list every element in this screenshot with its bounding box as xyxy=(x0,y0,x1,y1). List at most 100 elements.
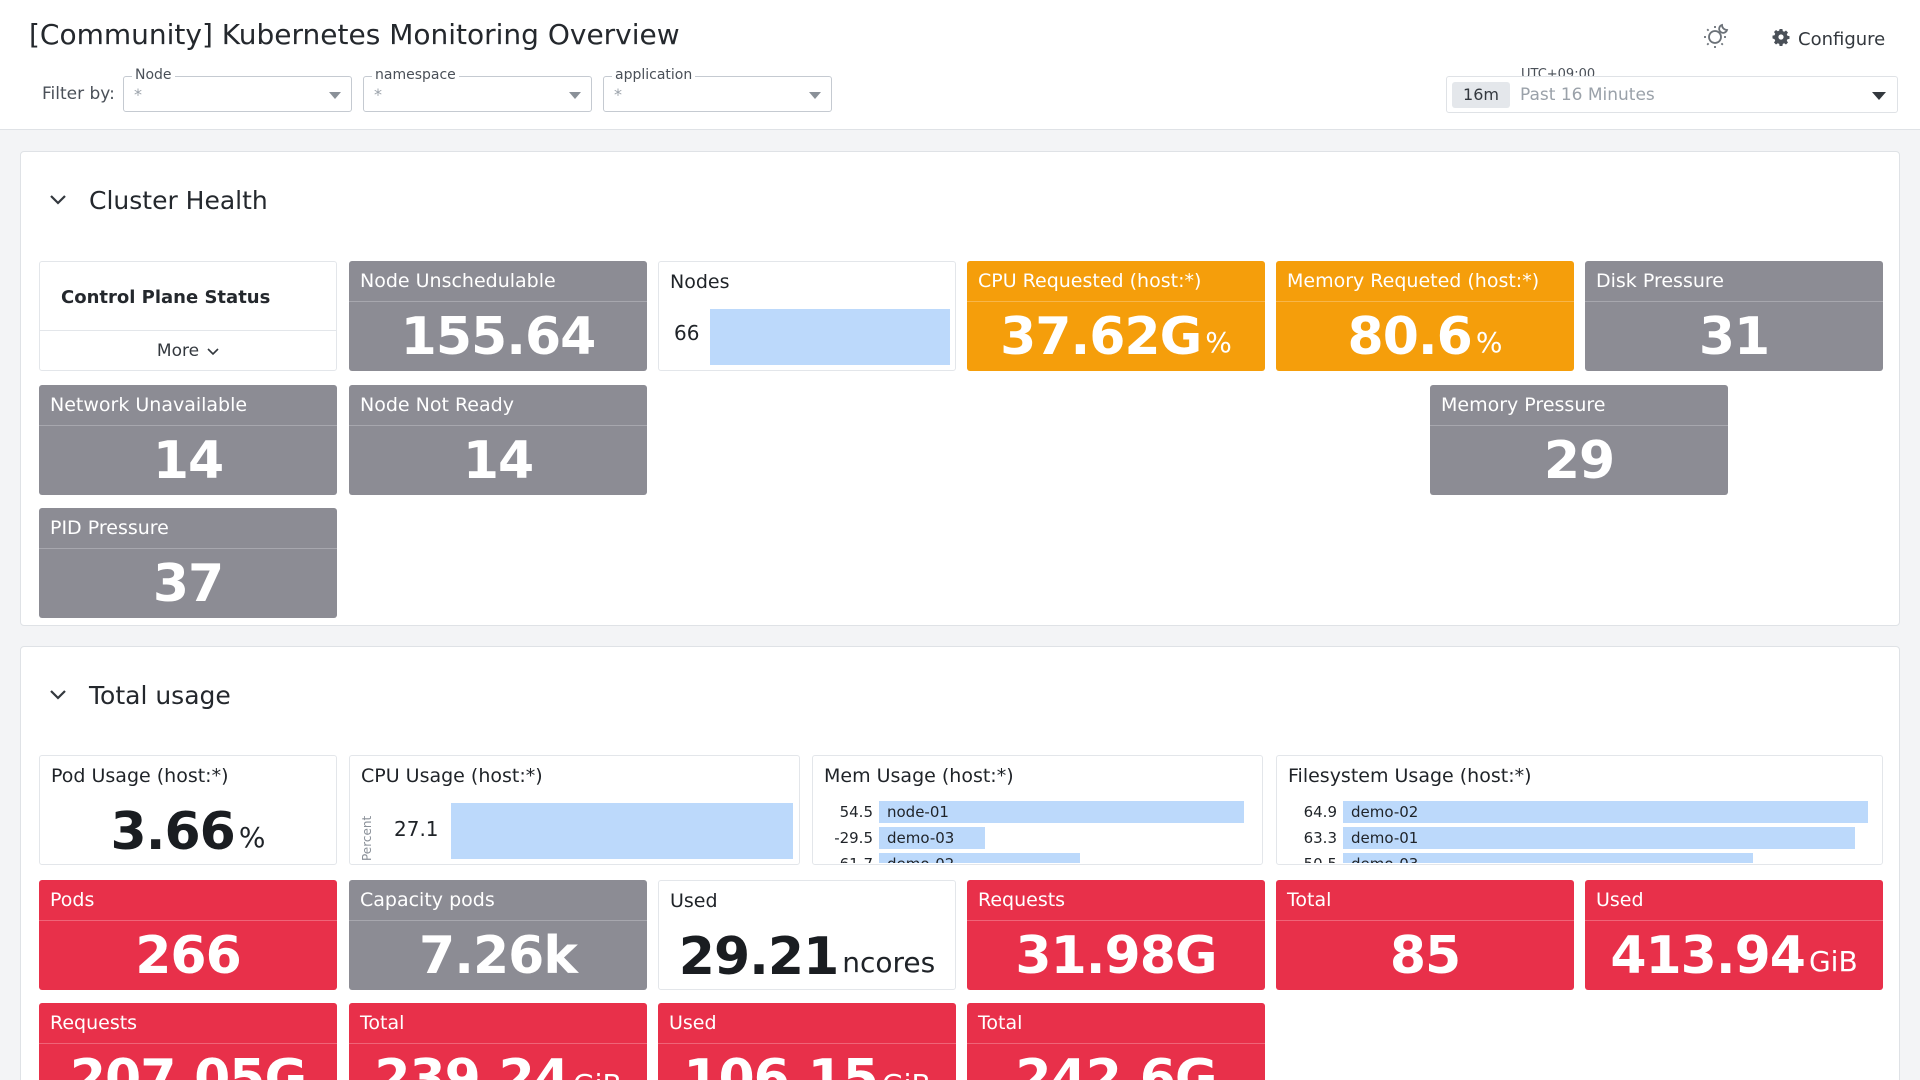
filesystem-usage-widget[interactable]: Filesystem Usage (host:*) 64.9 demo-02 6… xyxy=(1276,755,1883,865)
time-range-picker[interactable]: 16m Past 16 Minutes xyxy=(1446,76,1898,113)
widget-title: Used xyxy=(658,1003,956,1044)
time-range-label: Past 16 Minutes xyxy=(1520,85,1655,105)
widget-unit: ncores xyxy=(842,946,936,979)
nodes-bar-row: 66 xyxy=(659,303,955,370)
cpu-requests-widget[interactable]: Requests 31.98G xyxy=(967,880,1265,990)
cpu-requested-widget[interactable]: CPU Requested (host:*) 37.62G % xyxy=(967,261,1265,371)
widget-title: Memory Pressure xyxy=(1430,385,1728,426)
dashboard-header: [Community] Kubernetes Monitoring Overvi… xyxy=(0,0,1920,130)
widget-title: PID Pressure xyxy=(39,508,337,549)
widget-unit: GiB xyxy=(573,1068,622,1080)
bar-value: 27.1 xyxy=(394,817,439,841)
capacity-pods-widget[interactable]: Capacity pods 7.26k xyxy=(349,880,647,990)
list-item[interactable]: 61.7 demo-02 xyxy=(813,853,1262,863)
list-name: node-01 xyxy=(887,803,949,821)
network-unavailable-widget[interactable]: Network Unavailable 14 xyxy=(39,385,337,495)
node-filter-label: Node xyxy=(132,66,175,84)
widget-title: Disk Pressure xyxy=(1585,261,1883,302)
application-filter[interactable]: application * xyxy=(603,66,832,112)
widget-title: Nodes xyxy=(670,271,730,293)
widget-title: Pod Usage (host:*) xyxy=(51,765,229,787)
list-item[interactable]: 63.3 demo-01 xyxy=(1277,827,1882,851)
fs-used-widget[interactable]: Used 106.15 GiB xyxy=(658,1003,956,1080)
list-value: 63.3 xyxy=(1303,829,1337,847)
widget-unit: % xyxy=(1475,326,1503,359)
mem-total-widget[interactable]: Total 239.24 GiB xyxy=(349,1003,647,1080)
widget-value: 413.94 xyxy=(1610,925,1806,986)
widget-value: 239.24 xyxy=(374,1048,570,1080)
cpu-total-widget[interactable]: Total 85 xyxy=(1276,880,1574,990)
list-value: 54.5 xyxy=(839,803,873,821)
cluster-health-group: Cluster Health Control Plane Status More… xyxy=(20,151,1900,626)
list-item[interactable]: -29.5 demo-03 xyxy=(813,827,1262,851)
memory-pressure-widget[interactable]: Memory Pressure 29 xyxy=(1430,385,1728,495)
fs-total-widget[interactable]: Total 242.6G xyxy=(967,1003,1265,1080)
chevron-down-icon xyxy=(49,191,67,210)
disk-pressure-widget[interactable]: Disk Pressure 31 xyxy=(1585,261,1883,371)
list-value: 64.9 xyxy=(1303,803,1337,821)
widget-title: Node Unschedulable xyxy=(349,261,647,302)
more-button[interactable]: More xyxy=(40,330,336,370)
widget-title: Network Unavailable xyxy=(39,385,337,426)
widget-title: Total xyxy=(349,1003,647,1044)
list-item[interactable]: 64.9 demo-02 xyxy=(1277,801,1882,825)
mem-used-widget[interactable]: Used 413.94 GiB xyxy=(1585,880,1883,990)
list-bar xyxy=(879,827,985,849)
widget-value: 207.05G xyxy=(69,1048,307,1080)
mem-usage-widget[interactable]: Mem Usage (host:*) 54.5 node-01 -29.5 de… xyxy=(812,755,1263,865)
widget-value: 155.64 xyxy=(400,306,597,367)
widget-value: 14 xyxy=(462,430,534,491)
total-usage-toggle[interactable]: Total usage xyxy=(49,681,231,710)
cpu-used-widget[interactable]: Used 29.21 ncores xyxy=(658,880,956,990)
caret-down-icon xyxy=(1872,92,1886,100)
cpu-usage-widget[interactable]: CPU Usage (host:*) Percent 27.1 xyxy=(349,755,800,865)
sun-moon-icon[interactable] xyxy=(1700,20,1732,52)
filesystem-usage-toplist: 64.9 demo-02 63.3 demo-01 50.5 demo-03 xyxy=(1277,797,1882,863)
list-bar xyxy=(879,801,1244,823)
group-title: Cluster Health xyxy=(89,186,268,215)
namespace-filter-label: namespace xyxy=(372,66,459,84)
widget-title: Requests xyxy=(39,1003,337,1044)
node-not-ready-widget[interactable]: Node Not Ready 14 xyxy=(349,385,647,495)
mem-requests-widget[interactable]: Requests 207.05G xyxy=(39,1003,337,1080)
bar-value: 66 xyxy=(674,321,700,345)
widget-value: 29.21 xyxy=(678,926,839,987)
filter-by-label: Filter by: xyxy=(42,84,115,104)
widget-title: Used xyxy=(670,890,718,912)
widget-title: Mem Usage (host:*) xyxy=(824,765,1014,787)
list-item[interactable]: 50.5 demo-03 xyxy=(1277,853,1882,863)
widget-unit: GiB xyxy=(882,1068,931,1080)
namespace-filter[interactable]: namespace * xyxy=(363,66,592,112)
list-name: demo-01 xyxy=(1351,829,1419,847)
pod-usage-widget[interactable]: Pod Usage (host:*) 3.66 % xyxy=(39,755,337,865)
list-name: demo-02 xyxy=(887,855,954,863)
application-filter-value: * xyxy=(614,85,622,104)
configure-label: Configure xyxy=(1798,28,1886,50)
cluster-health-toggle[interactable]: Cluster Health xyxy=(49,186,268,215)
memory-requested-widget[interactable]: Memory Requeted (host:*) 80.6 % xyxy=(1276,261,1574,371)
pid-pressure-widget[interactable]: PID Pressure 37 xyxy=(39,508,337,618)
widget-title: Control Plane Status xyxy=(61,287,271,308)
caret-down-icon xyxy=(329,92,341,99)
widget-title: Used xyxy=(1585,880,1883,921)
pods-widget[interactable]: Pods 266 xyxy=(39,880,337,990)
nodes-widget[interactable]: Nodes 66 xyxy=(658,261,956,371)
widget-title: Memory Requeted (host:*) xyxy=(1276,261,1574,302)
list-value: 50.5 xyxy=(1291,855,1337,863)
node-filter[interactable]: Node * xyxy=(123,66,352,112)
list-name: demo-02 xyxy=(1351,803,1419,821)
list-item[interactable]: 54.5 node-01 xyxy=(813,801,1262,825)
list-bar xyxy=(1343,801,1868,823)
control-plane-status-widget: Control Plane Status More xyxy=(39,261,337,371)
widget-value: 31 xyxy=(1698,306,1770,367)
more-label: More xyxy=(156,341,200,361)
mem-usage-toplist: 54.5 node-01 -29.5 demo-03 61.7 demo-02 xyxy=(813,797,1262,863)
widget-value: 29 xyxy=(1543,430,1615,491)
configure-button[interactable]: Configure xyxy=(1772,24,1885,54)
widget-value: 37.62G xyxy=(1000,306,1202,367)
list-bar xyxy=(1343,827,1855,849)
widget-value: 3.66 xyxy=(110,801,236,862)
group-title: Total usage xyxy=(89,681,231,710)
list-bar xyxy=(879,853,1080,863)
node-unschedulable-widget[interactable]: Node Unschedulable 155.64 xyxy=(349,261,647,371)
